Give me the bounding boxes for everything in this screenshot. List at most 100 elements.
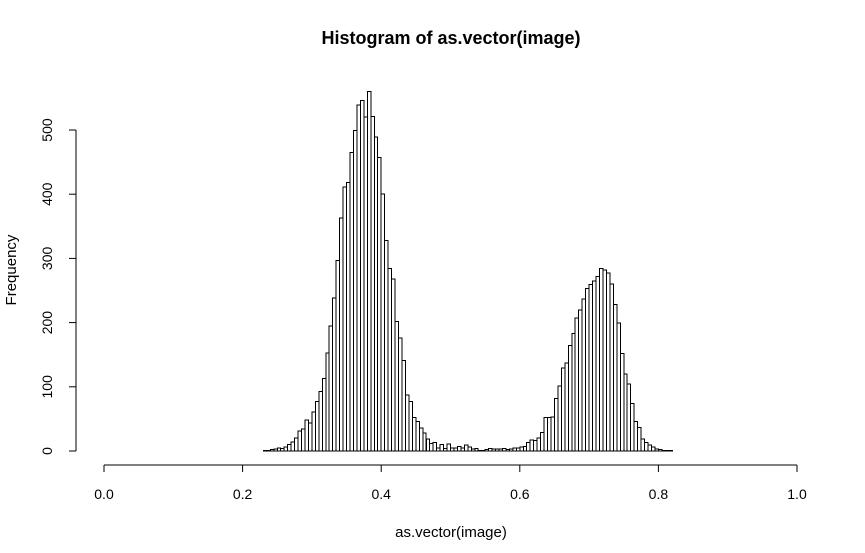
histogram-bar — [446, 443, 452, 452]
chart-title: Histogram of as.vector(image) — [321, 28, 580, 48]
histogram-bar — [574, 317, 580, 452]
histogram-bar — [352, 130, 358, 452]
histogram-bar — [349, 151, 354, 452]
histogram-bar — [488, 447, 493, 452]
histogram-bar — [359, 99, 365, 452]
x-tick-label: 0.6 — [510, 486, 530, 502]
histogram-bar — [404, 394, 410, 452]
histogram-bar — [602, 269, 607, 452]
histogram-bar — [439, 444, 445, 452]
histogram-bar — [626, 383, 632, 452]
histogram-bar — [630, 402, 635, 452]
histogram-bar — [380, 193, 386, 452]
histogram-bar — [266, 449, 271, 452]
histogram-bar — [609, 283, 614, 452]
histogram-bar — [335, 259, 341, 452]
histogram-bar — [605, 272, 611, 452]
histogram-bar — [276, 447, 282, 452]
histogram-bar — [505, 449, 510, 452]
histogram-bar — [599, 268, 604, 452]
histogram-bar — [450, 447, 455, 452]
x-axis: 0.0 0.2 0.4 0.6 0.8 1.0 — [94, 464, 807, 502]
histogram-bar — [512, 447, 517, 452]
histogram-bar — [342, 186, 348, 452]
y-tick-label: 0 — [39, 447, 55, 455]
histogram-bar — [262, 449, 268, 452]
histogram-bar — [290, 441, 296, 452]
y-tick-label: 500 — [39, 118, 55, 142]
histogram-bar — [650, 446, 656, 452]
histogram-bar — [612, 304, 618, 452]
histogram-bar — [484, 449, 490, 452]
histogram-bar — [325, 352, 330, 452]
histogram-bar — [339, 217, 344, 452]
y-axis-label: Frequency — [3, 234, 20, 305]
histogram-bar — [453, 447, 458, 452]
histogram-bar — [384, 239, 389, 452]
y-tick-label: 100 — [39, 375, 55, 399]
histogram-bar — [401, 359, 406, 452]
histogram-bar — [529, 439, 535, 452]
histogram-bar — [304, 419, 309, 452]
histogram-bar — [550, 416, 555, 452]
histogram-bar — [477, 449, 483, 452]
histogram-bar — [314, 401, 320, 452]
histogram-bar — [616, 322, 621, 452]
histogram-bar — [654, 448, 659, 452]
x-tick-label: 1.0 — [787, 486, 807, 502]
histogram-bar — [408, 401, 413, 452]
histogram-bar — [287, 444, 292, 452]
y-tick-label: 300 — [39, 247, 55, 271]
histogram-bar — [619, 352, 625, 452]
x-tick-label: 0.2 — [233, 486, 253, 502]
histogram-bar — [567, 345, 573, 452]
histogram-bar — [581, 298, 587, 452]
histogram-bar — [318, 390, 323, 452]
histogram-bar — [332, 297, 337, 452]
x-axis-label: as.vector(image) — [395, 524, 507, 541]
histogram-bar — [415, 420, 420, 452]
histogram-bar — [269, 449, 275, 452]
histogram-bar — [363, 116, 368, 452]
histogram-bar — [526, 442, 531, 452]
histogram-bar — [467, 446, 472, 452]
histogram-bar — [394, 320, 400, 452]
histogram-bar — [637, 426, 642, 452]
histogram-bar — [356, 104, 361, 452]
histogram-bar — [661, 449, 666, 452]
histogram-bar — [391, 278, 396, 452]
histogram-bar — [595, 275, 601, 452]
histogram-bar — [418, 427, 424, 452]
histogram-bar — [311, 411, 316, 452]
histogram-bar — [425, 438, 431, 452]
histogram-bar — [463, 444, 469, 452]
histogram-bar — [508, 448, 514, 452]
histogram-bar — [623, 373, 628, 452]
y-tick-label: 400 — [39, 182, 55, 206]
histogram-bar — [519, 446, 524, 452]
histogram-bar — [370, 116, 375, 452]
histogram-bar — [578, 309, 583, 452]
histogram-bar — [640, 438, 646, 452]
histogram-bar — [564, 362, 569, 452]
histogram-bar — [543, 417, 549, 452]
histogram-bar — [533, 440, 538, 452]
histogram-bar — [436, 447, 441, 452]
histogram-bar — [633, 420, 639, 452]
x-tick-label: 0.4 — [371, 486, 391, 502]
histogram-bar — [377, 157, 382, 452]
x-tick-label: 0.0 — [94, 486, 114, 502]
x-tick-label: 0.8 — [649, 486, 669, 502]
histogram-bar — [481, 449, 486, 452]
histogram-bar — [273, 448, 278, 452]
histogram-bar — [301, 428, 306, 452]
histogram-bar — [495, 448, 500, 452]
histogram-bar — [411, 417, 417, 452]
histogram-bar — [429, 442, 434, 452]
histogram-bar — [398, 337, 403, 452]
histogram-bar — [540, 431, 545, 452]
histogram-bar — [373, 136, 379, 452]
histogram-bar — [592, 280, 597, 452]
